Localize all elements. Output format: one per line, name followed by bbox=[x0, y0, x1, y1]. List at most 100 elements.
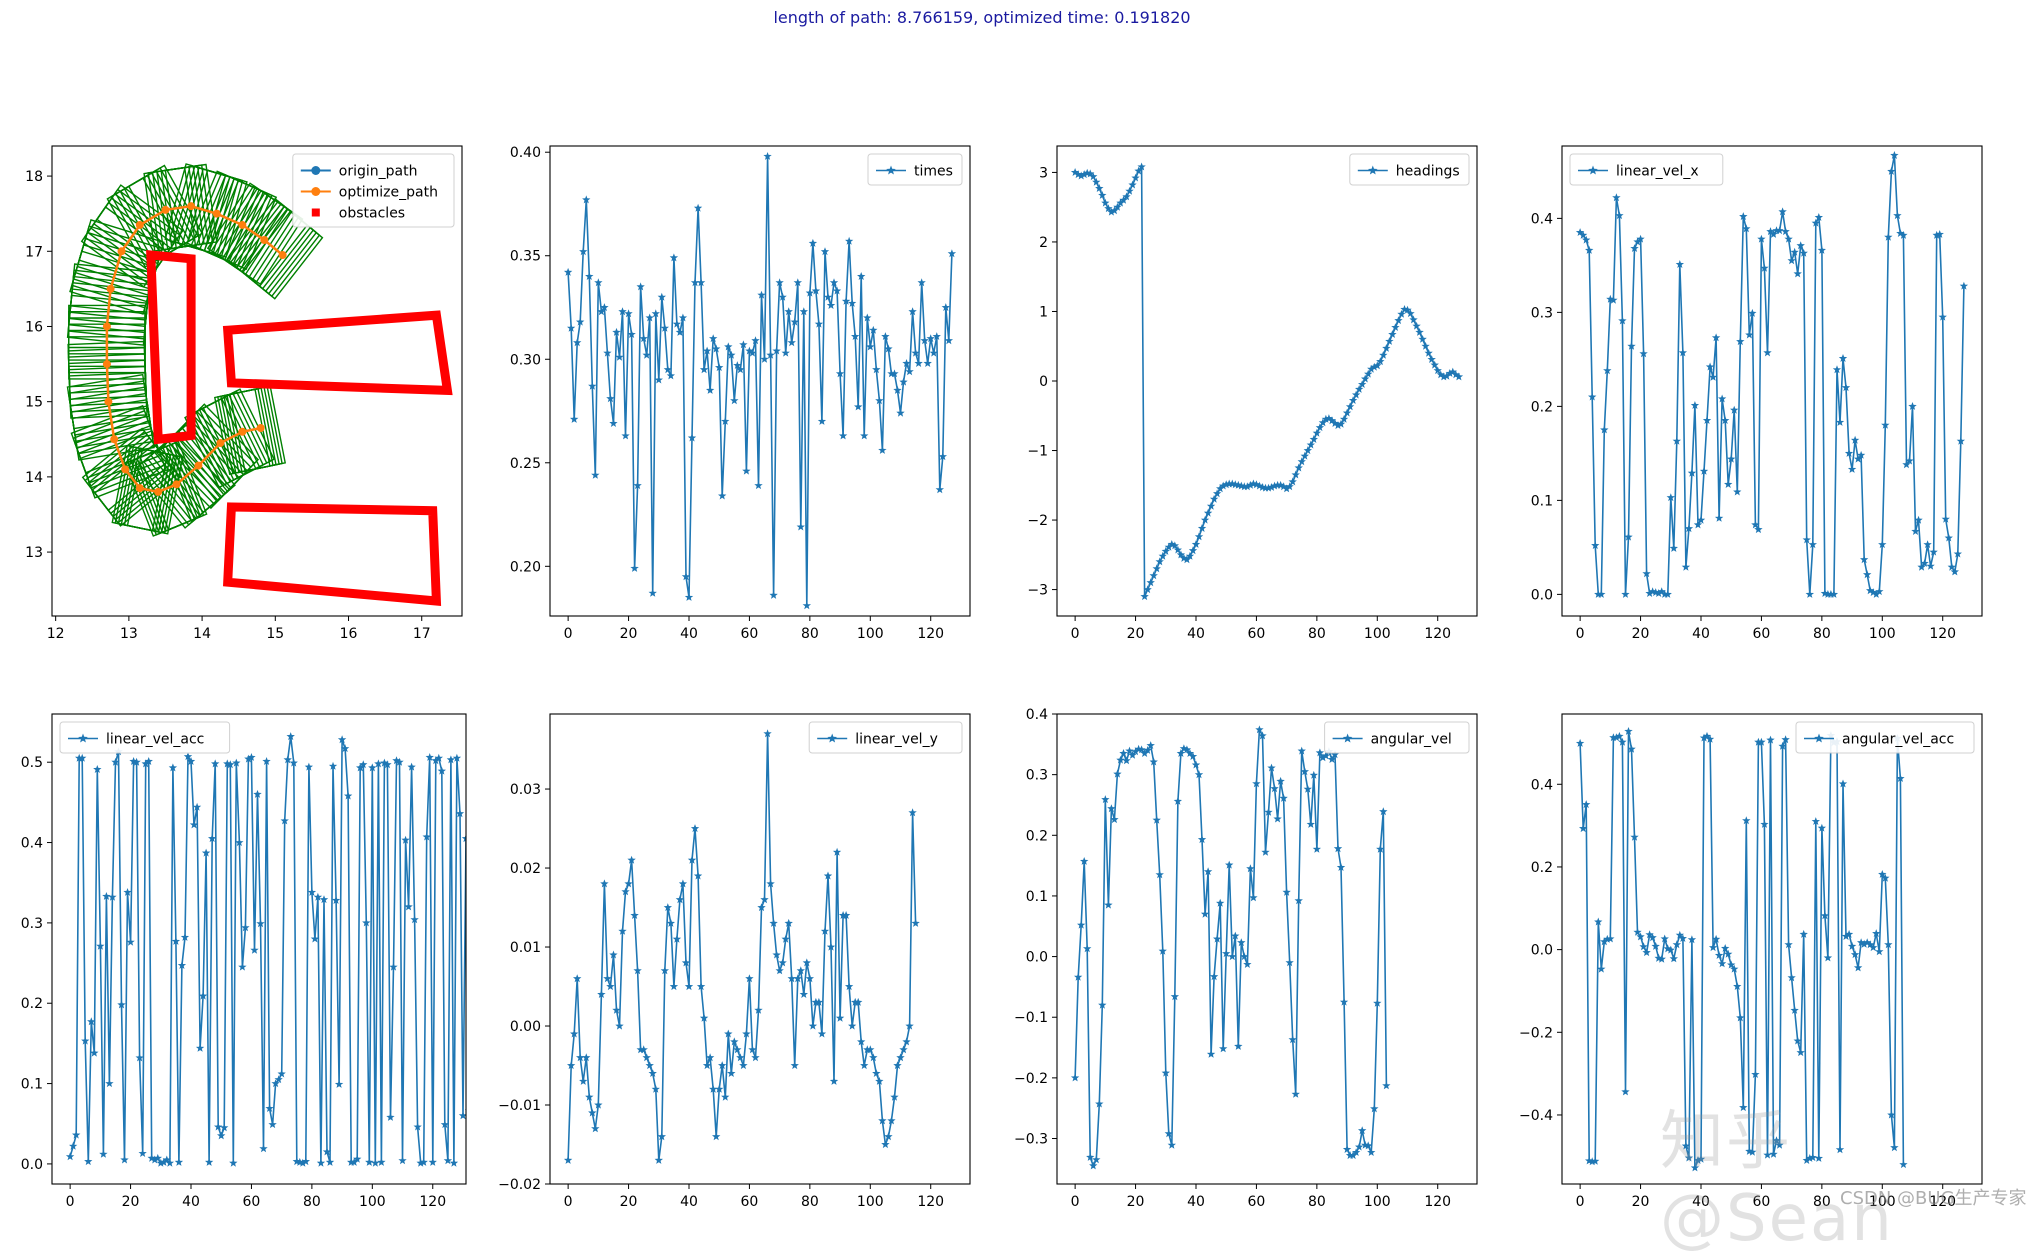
x-tick-label: 0 bbox=[1071, 1194, 1080, 1210]
data-point bbox=[1367, 364, 1376, 373]
data-point bbox=[1947, 562, 1956, 571]
legend: angular_vel bbox=[1324, 721, 1470, 754]
data-point bbox=[766, 879, 775, 888]
legend-label: linear_vel_x bbox=[1616, 164, 1699, 180]
data-point bbox=[1143, 746, 1152, 754]
data-point bbox=[1364, 1141, 1373, 1150]
data-point bbox=[1291, 470, 1300, 479]
data-point bbox=[356, 763, 365, 772]
plot-area bbox=[66, 163, 453, 606]
x-tick-label: 0 bbox=[1576, 1194, 1585, 1210]
data-point bbox=[1231, 931, 1240, 940]
data-point bbox=[787, 338, 796, 347]
data-point bbox=[1733, 982, 1742, 990]
data-point bbox=[1808, 540, 1817, 549]
y-tick-label: −0.01 bbox=[498, 1098, 541, 1114]
data-point bbox=[386, 1112, 395, 1121]
data-point bbox=[1116, 755, 1125, 764]
data-point bbox=[1282, 484, 1291, 493]
data-point bbox=[1678, 348, 1687, 357]
optimize-path-point bbox=[194, 461, 203, 470]
data-point bbox=[1421, 341, 1430, 350]
chart-path-plot: 12 13 14 15 16 17 13 14 15 16 17 18 origin_pathoptim… bbox=[25, 145, 463, 642]
data-point bbox=[1772, 1136, 1781, 1145]
data-point bbox=[775, 278, 784, 287]
data-point bbox=[1119, 749, 1128, 757]
x-tick-label: 60 bbox=[1248, 1194, 1266, 1210]
data-point bbox=[1669, 543, 1678, 552]
data-point bbox=[331, 896, 341, 904]
data-point bbox=[117, 1000, 126, 1009]
data-point bbox=[748, 1045, 757, 1054]
data-point bbox=[1763, 1150, 1772, 1159]
x-tick-label: 40 bbox=[680, 626, 698, 642]
data-point bbox=[1666, 493, 1675, 502]
data-point bbox=[899, 1045, 908, 1054]
y-tick-label: 0.35 bbox=[510, 249, 541, 265]
data-point bbox=[642, 1053, 651, 1062]
data-point bbox=[1116, 198, 1125, 207]
data-point bbox=[229, 1158, 238, 1167]
data-point bbox=[567, 1061, 576, 1070]
x-tick-label: 120 bbox=[419, 1194, 446, 1210]
x-tick-label: 60 bbox=[243, 1194, 261, 1210]
data-point bbox=[702, 346, 712, 355]
data-point bbox=[866, 1045, 875, 1054]
x-tick-label: 0 bbox=[564, 1194, 573, 1210]
data-point bbox=[1327, 755, 1337, 763]
data-point bbox=[1585, 245, 1594, 254]
x-tick-label: 100 bbox=[1364, 1194, 1391, 1210]
axes-frame bbox=[1056, 145, 1478, 617]
data-point bbox=[914, 359, 923, 367]
data-point bbox=[603, 974, 612, 983]
legend-box bbox=[1795, 721, 1975, 754]
axes-frame bbox=[549, 145, 971, 617]
data-point bbox=[1926, 561, 1935, 570]
data-point bbox=[748, 348, 757, 357]
data-point bbox=[1128, 750, 1137, 759]
data-point bbox=[1137, 162, 1146, 171]
data-point bbox=[1143, 585, 1152, 594]
axes-frame bbox=[51, 713, 467, 1185]
data-point bbox=[848, 1021, 857, 1030]
data-point bbox=[1899, 1160, 1908, 1169]
data-point bbox=[902, 359, 911, 367]
data-point bbox=[1158, 551, 1167, 560]
footprint-rect bbox=[202, 388, 276, 479]
data-point bbox=[395, 757, 404, 766]
data-point bbox=[760, 895, 769, 904]
y-tick-label: 0.01 bbox=[510, 940, 541, 956]
data-point bbox=[1597, 964, 1606, 973]
x-tick-label: 40 bbox=[1187, 626, 1205, 642]
data-point bbox=[618, 307, 627, 316]
legend: linear_vel_y bbox=[808, 721, 963, 754]
data-point bbox=[1155, 557, 1164, 566]
data-point bbox=[416, 1158, 425, 1167]
x-tick-label: 60 bbox=[1753, 626, 1771, 642]
data-point bbox=[1793, 1036, 1802, 1045]
data-point bbox=[790, 1061, 799, 1070]
data-point bbox=[890, 1092, 899, 1101]
legend-label: obstacles bbox=[339, 206, 405, 222]
data-point bbox=[1850, 950, 1860, 959]
data-point bbox=[1391, 323, 1400, 331]
y-tick-label: 0.2 bbox=[1026, 828, 1048, 844]
data-point bbox=[627, 330, 636, 338]
legend: linear_vel_acc bbox=[59, 721, 231, 754]
data-point bbox=[283, 755, 292, 764]
data-point bbox=[1742, 224, 1751, 233]
data-point bbox=[1119, 195, 1128, 204]
data-point bbox=[1781, 735, 1790, 744]
data-point bbox=[576, 1053, 585, 1062]
y-tick-label: 0.1 bbox=[1026, 889, 1048, 905]
data-point bbox=[1243, 482, 1252, 491]
data-point bbox=[1173, 545, 1182, 554]
data-point bbox=[1382, 1081, 1391, 1090]
data-point bbox=[615, 352, 624, 361]
data-point bbox=[1122, 192, 1131, 201]
data-point bbox=[1336, 419, 1346, 428]
data-point bbox=[1751, 520, 1760, 529]
data-point bbox=[1699, 733, 1709, 742]
data-point bbox=[1705, 362, 1715, 371]
data-point bbox=[881, 332, 890, 340]
